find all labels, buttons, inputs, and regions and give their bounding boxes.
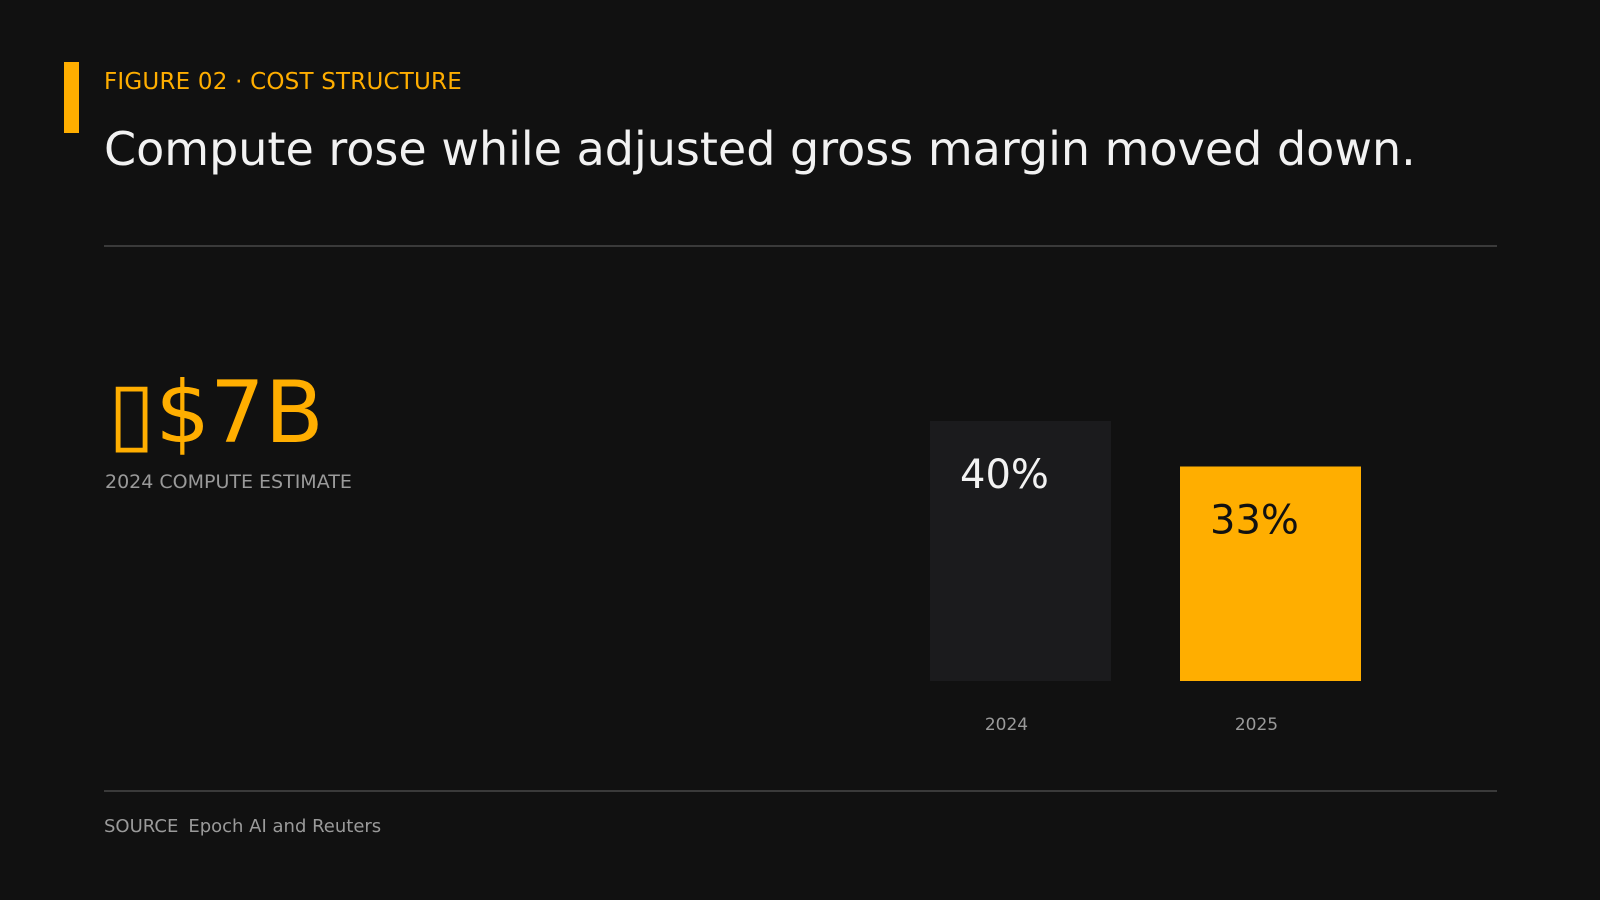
stat-value-text: $7B — [155, 363, 324, 463]
source-note: SOURCE Epoch AI and Reuters — [104, 816, 381, 837]
bar-2025 — [1180, 466, 1361, 681]
source-key: SOURCE — [104, 816, 179, 837]
x-tick-label-2025: 2025 — [1235, 715, 1278, 735]
missing-glyph: ▯ — [108, 363, 156, 463]
top-divider — [104, 245, 1497, 247]
bar-2024 — [930, 421, 1111, 681]
source-text: Epoch AI and Reuters — [188, 816, 382, 837]
stat-label: 2024 COMPUTE ESTIMATE — [105, 471, 352, 493]
stat-value: ▯$7B — [108, 370, 324, 456]
page-title: Compute rose while adjusted gross margin… — [104, 122, 1416, 176]
data-label-2024: 40% — [960, 452, 1049, 498]
figure-kicker: FIGURE 02 · COST STRUCTURE — [104, 69, 462, 95]
bottom-divider — [104, 790, 1497, 792]
accent-bar — [64, 62, 79, 133]
x-tick-label-2024: 2024 — [985, 715, 1028, 735]
data-label-2025: 33% — [1210, 498, 1299, 544]
